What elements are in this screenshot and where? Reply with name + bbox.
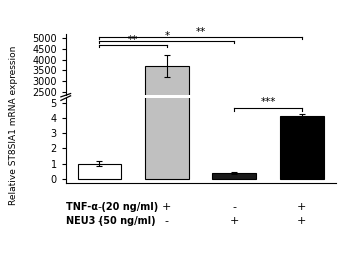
Text: +: + bbox=[297, 202, 307, 212]
Text: -: - bbox=[233, 202, 236, 212]
Bar bbox=[280, 116, 324, 179]
Text: **: ** bbox=[128, 35, 138, 45]
Text: -: - bbox=[98, 202, 101, 212]
Text: Relative ST8SIA1 mRNA expression: Relative ST8SIA1 mRNA expression bbox=[9, 46, 18, 205]
Text: ***: *** bbox=[261, 97, 276, 107]
Text: *: * bbox=[164, 31, 170, 41]
Text: +: + bbox=[230, 216, 239, 226]
Text: +: + bbox=[162, 202, 172, 212]
Bar bbox=[212, 173, 256, 179]
Text: **: ** bbox=[195, 27, 206, 37]
Bar bbox=[145, 0, 189, 179]
Bar bbox=[145, 66, 189, 146]
Text: -: - bbox=[98, 216, 101, 226]
Bar bbox=[78, 164, 121, 179]
Text: NEU3 (50 ng/ml): NEU3 (50 ng/ml) bbox=[66, 216, 155, 226]
Text: -: - bbox=[165, 216, 169, 226]
Text: TNF-α (20 ng/ml): TNF-α (20 ng/ml) bbox=[66, 202, 158, 212]
Text: +: + bbox=[297, 216, 307, 226]
